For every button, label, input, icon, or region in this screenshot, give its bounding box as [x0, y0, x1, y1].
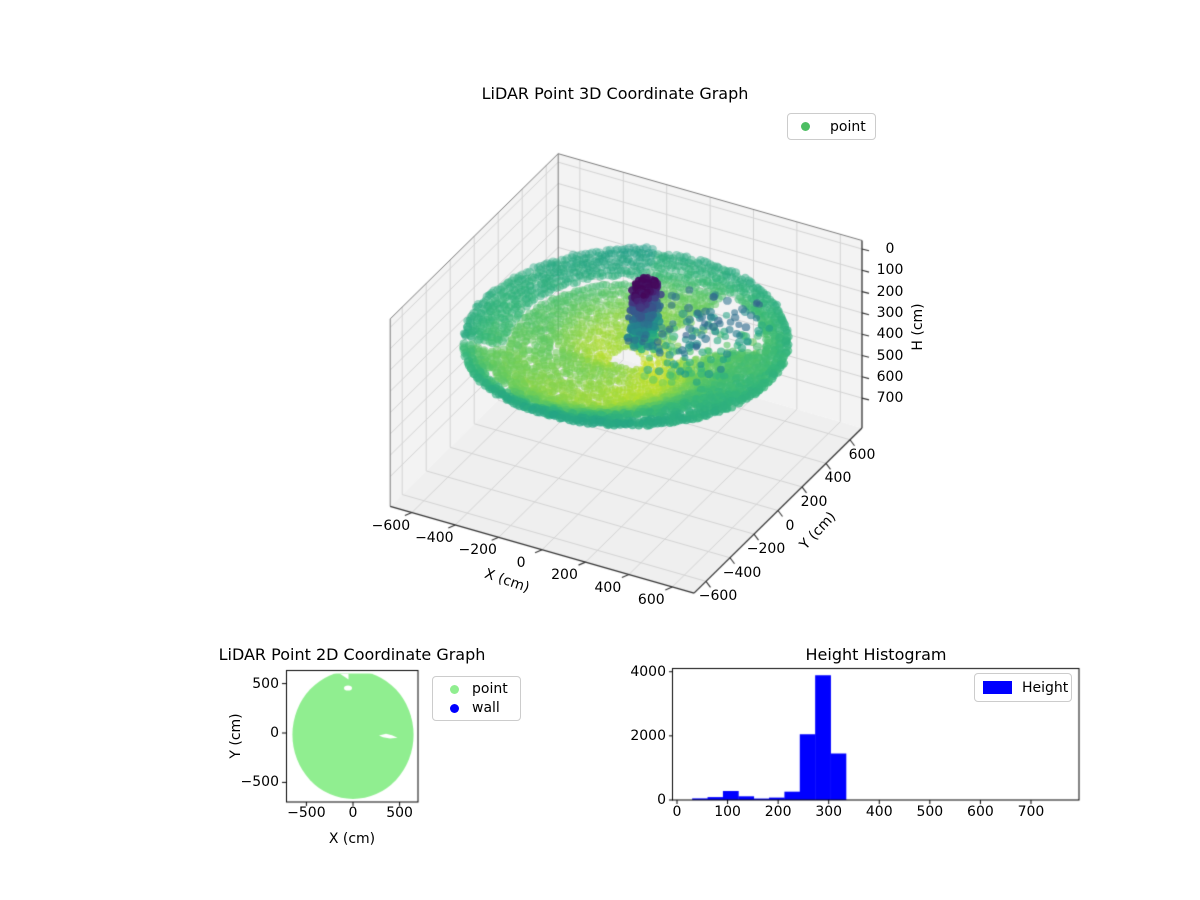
point-marker-icon — [801, 122, 810, 131]
hist-xtick-label: 500 — [916, 804, 944, 820]
p2d-ytick-label: 0 — [270, 725, 279, 741]
plot3d-legend-row: point — [801, 119, 875, 135]
plot2d-xaxis-label: X (cm) — [328, 831, 376, 847]
p3d-xtick-label: 0 — [516, 554, 526, 571]
p3d-ytick-label: 400 — [824, 470, 852, 487]
p3d-xtick-label: 200 — [551, 567, 578, 584]
p3d-ytick-label: 200 — [800, 493, 828, 510]
plot3d-legend: point — [787, 113, 876, 140]
plot3d-legend-label: point — [830, 118, 866, 135]
p3d-xtick-label: 600 — [637, 591, 665, 608]
point-marker-icon — [450, 684, 459, 694]
height-bar-swatch-icon — [983, 681, 1012, 694]
p3d-xtick-label: −600 — [371, 517, 411, 534]
histogram-legend-row: Height — [983, 680, 1071, 696]
p3d-ytick-label: 0 — [785, 517, 795, 534]
plot2d-yaxis-label: Y (cm) — [228, 713, 244, 759]
histogram-legend-label: Height — [1022, 679, 1069, 696]
p3d-ytick-label: 600 — [848, 446, 876, 463]
p3d-xtick-label: 400 — [594, 579, 622, 596]
p2d-xtick-label: 500 — [386, 805, 413, 821]
hist-ytick-label: 0 — [657, 792, 666, 808]
p3d-xtick-label: −200 — [458, 542, 497, 559]
p3d-ztick-label: 700 — [876, 390, 904, 407]
hist-xtick-label: 600 — [967, 804, 994, 820]
hist-xtick-label: 200 — [764, 804, 792, 820]
p2d-ytick-label: −500 — [240, 774, 279, 791]
p3d-ytick-label: −600 — [698, 588, 738, 605]
p2d-xtick-label: 0 — [348, 805, 358, 821]
plot2d-title: LiDAR Point 2D Coordinate Graph — [218, 645, 486, 664]
p3d-ytick-label: −200 — [746, 541, 786, 558]
plot2d-legend-label-wall: wall — [472, 700, 500, 716]
plot2d-legend-row-point: point — [450, 681, 520, 697]
hist-xtick-label: 400 — [865, 804, 893, 820]
p3d-ytick-label: −400 — [722, 564, 762, 581]
p3d-xtick-label: −400 — [415, 529, 454, 546]
p3d-ztick-label: 500 — [876, 347, 904, 364]
histogram-legend: Height — [974, 673, 1072, 702]
p3d-ztick-label: 300 — [876, 304, 904, 321]
wall-marker-icon — [450, 703, 459, 713]
plot2d-legend: point wall — [432, 676, 521, 721]
plot2d-legend-row-wall: wall — [450, 700, 520, 716]
p3d-ztick-label: 600 — [876, 368, 904, 385]
plot3d-zaxis-label: H (cm) — [910, 303, 926, 351]
hist-xtick-label: 700 — [1017, 804, 1045, 820]
hist-xtick-label: 300 — [815, 804, 843, 820]
p3d-ztick-label: 200 — [876, 283, 904, 300]
hist-ytick-label: 2000 — [630, 727, 666, 744]
p3d-ztick-label: 100 — [876, 262, 904, 279]
p3d-ztick-label: 400 — [876, 326, 904, 343]
p2d-xtick-label: −500 — [287, 805, 326, 821]
histogram-title: Height Histogram — [805, 645, 947, 664]
p2d-ytick-label: 500 — [252, 675, 279, 692]
hist-xtick-label: 0 — [672, 804, 682, 820]
plot2d-legend-label-point: point — [472, 681, 508, 697]
hist-ytick-label: 4000 — [630, 663, 666, 680]
hist-xtick-label: 100 — [714, 804, 741, 820]
p3d-ztick-label: 0 — [885, 241, 895, 257]
plot3d-title: LiDAR Point 3D Coordinate Graph — [481, 84, 749, 103]
